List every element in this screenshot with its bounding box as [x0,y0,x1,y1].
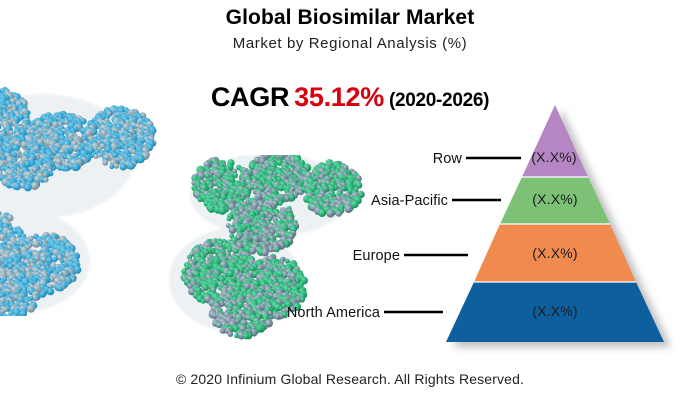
pyramid-label-europe: Europe [352,248,400,264]
pyramid-label-asia-pacific: Asia-Pacific [371,193,448,209]
pyramid-tier-row [522,105,588,177]
page-title: Global Biosimilar Market [225,6,475,29]
regional-pyramid-chart: (X.X%) (X.X%) (X.X%) (X.X%) [392,92,700,354]
cagr-statement: CAGR 35.12% (2020-2026) [0,82,700,113]
pyramid-tier-asia-pacific [500,177,610,224]
pyramid-tier-north-america [446,282,664,342]
pyramid-value-asia-pacific: (X.X%) [532,191,578,207]
page-subtitle: Market by Regional Analysis (%) [232,35,468,52]
cagr-value: 35.12% [294,82,384,112]
cagr-period: (2020-2026) [388,90,490,111]
pyramid-value-row: (X.X%) [531,149,577,165]
pyramid-graphic [446,105,664,342]
cagr-label: CAGR [210,82,290,112]
pyramid-value-europe: (X.X%) [532,245,578,261]
pyramid-label-north-america: North America [286,305,380,321]
pyramid-tier-europe [474,224,636,282]
pyramid-value-north-america: (X.X%) [532,303,578,319]
pyramid-label-row: Row [432,151,462,167]
copyright-footer: © 2020 Infinium Global Research. All Rig… [175,371,525,387]
